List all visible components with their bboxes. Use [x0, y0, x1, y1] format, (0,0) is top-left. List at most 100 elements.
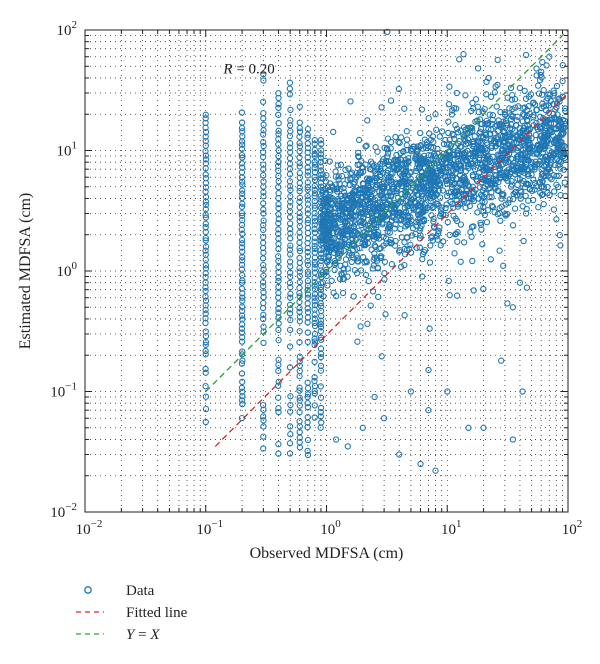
- data-point: [539, 58, 546, 66]
- data-point: [453, 89, 460, 97]
- data-point: [311, 221, 318, 228]
- data-point: [325, 226, 332, 233]
- data-point: [345, 165, 352, 172]
- data-point: [322, 249, 330, 256]
- data-point: [239, 348, 246, 355]
- data-point: [377, 167, 385, 175]
- data-point: [361, 259, 368, 266]
- data-point: [554, 145, 561, 152]
- data-point: [458, 186, 465, 193]
- data-point: [527, 91, 535, 98]
- data-point: [430, 144, 437, 151]
- data-point: [275, 127, 282, 134]
- data-point: [202, 237, 209, 244]
- data-point: [385, 192, 392, 199]
- data-point: [304, 451, 312, 459]
- data-point: [488, 193, 495, 201]
- data-point: [479, 134, 487, 141]
- data-point: [419, 273, 426, 280]
- data-point: [486, 111, 493, 118]
- data-point: [239, 133, 246, 140]
- data-point: [410, 195, 418, 202]
- data-point: [520, 111, 527, 118]
- legend-label-yx: Y = X: [126, 627, 160, 643]
- data-point: [508, 162, 515, 169]
- data-point: [356, 244, 363, 252]
- data-point: [260, 445, 267, 452]
- data-point: [511, 171, 519, 178]
- data-point: [333, 185, 340, 193]
- data-point: [304, 286, 311, 293]
- data-point: [296, 209, 303, 217]
- data-point: [364, 240, 372, 247]
- data-point: [238, 124, 246, 132]
- data-point: [403, 136, 411, 143]
- data-point: [460, 239, 468, 246]
- data-point: [445, 101, 453, 108]
- data-point: [296, 124, 303, 132]
- data-point: [352, 176, 359, 183]
- data-point: [344, 443, 351, 450]
- data-point: [485, 74, 492, 82]
- data-point: [311, 164, 318, 172]
- data-point: [469, 173, 477, 180]
- data-point: [311, 291, 319, 298]
- data-point: [296, 373, 303, 380]
- data-point: [401, 239, 408, 246]
- data-point: [304, 338, 311, 346]
- data-point: [469, 183, 476, 190]
- data-point: [430, 171, 438, 178]
- data-point: [396, 451, 403, 458]
- data-point: [386, 224, 393, 231]
- data-point: [474, 150, 481, 157]
- data-point: [529, 147, 536, 154]
- legend-marker-data: [84, 586, 92, 594]
- data-point: [348, 206, 355, 213]
- data-point: [311, 261, 319, 268]
- data-point: [538, 144, 545, 151]
- data-point: [467, 160, 475, 167]
- data-point: [260, 339, 267, 347]
- data-point: [476, 203, 484, 210]
- data-point: [392, 216, 400, 223]
- data-point: [286, 269, 294, 276]
- data-point: [553, 82, 561, 90]
- data-point: [287, 273, 294, 280]
- data-point: [331, 235, 338, 242]
- data-point: [398, 191, 405, 198]
- data-point: [296, 223, 303, 230]
- data-point: [519, 388, 526, 395]
- data-point: [463, 190, 470, 198]
- data-point: [319, 239, 326, 247]
- data-point: [317, 262, 324, 269]
- data-point: [296, 229, 303, 236]
- data-point: [407, 146, 415, 153]
- tick-exponent: 0: [335, 518, 341, 530]
- data-point: [476, 184, 483, 191]
- data-point: [531, 186, 538, 193]
- data-point: [382, 311, 389, 318]
- data-point: [317, 383, 324, 390]
- data-point: [484, 182, 491, 189]
- data-point: [319, 227, 326, 234]
- data-point: [239, 257, 246, 264]
- data-point: [394, 158, 401, 165]
- data-point: [489, 179, 496, 187]
- data-point: [397, 225, 404, 233]
- data-point: [296, 213, 303, 221]
- data-point: [474, 209, 481, 216]
- data-point: [507, 115, 515, 123]
- data-point: [378, 104, 385, 111]
- data-point: [365, 176, 373, 183]
- data-point: [460, 124, 468, 131]
- data-point: [344, 176, 351, 184]
- data-point: [522, 210, 530, 217]
- data-point: [260, 315, 267, 323]
- data-point: [238, 279, 246, 286]
- data-point: [449, 181, 456, 188]
- data-point: [485, 185, 492, 192]
- data-point: [239, 128, 246, 135]
- data-point: [367, 158, 375, 165]
- data-point: [454, 238, 461, 245]
- data-point: [491, 171, 498, 179]
